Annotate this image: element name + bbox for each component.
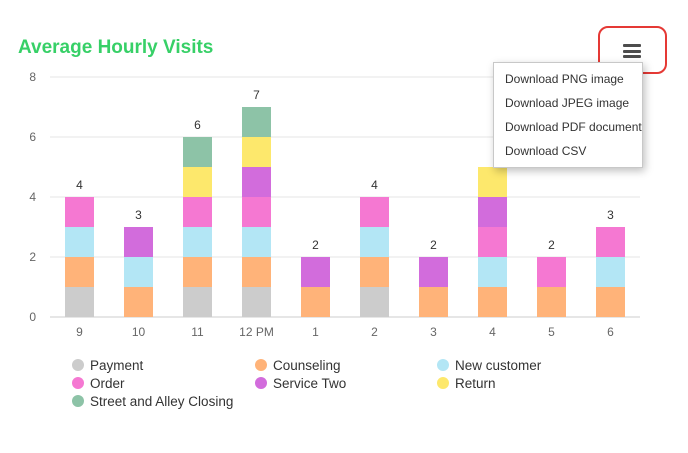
bar-segment[interactable]: [478, 197, 507, 227]
bar-segment[interactable]: [65, 227, 94, 257]
download-png-item[interactable]: Download PNG image: [505, 72, 624, 86]
legend-item[interactable]: Service Two: [255, 376, 346, 391]
legend-marker: [255, 359, 267, 371]
legend-label: Street and Alley Closing: [90, 394, 233, 409]
legend-item[interactable]: Order: [72, 376, 125, 391]
legend-label: Order: [90, 376, 125, 391]
x-tick-label: 5: [548, 325, 555, 339]
y-tick-label: 0: [29, 310, 36, 324]
stack-total-label: 2: [312, 238, 319, 252]
bar-segment[interactable]: [242, 227, 271, 257]
bar-segment[interactable]: [65, 257, 94, 287]
legend-label: Counseling: [273, 358, 341, 373]
stack-total-label: 6: [194, 118, 201, 132]
legend-marker: [72, 377, 84, 389]
bar-segment[interactable]: [360, 287, 389, 317]
y-tick-label: 6: [29, 130, 36, 144]
legend-marker: [72, 359, 84, 371]
bar-segment[interactable]: [596, 257, 625, 287]
bar-segment[interactable]: [242, 137, 271, 167]
stack-total-label: 4: [371, 178, 378, 192]
bar-segment[interactable]: [478, 167, 507, 197]
bar-segment[interactable]: [242, 107, 271, 137]
bar-segment[interactable]: [183, 257, 212, 287]
bar-segment[interactable]: [537, 257, 566, 287]
bar-segment[interactable]: [478, 227, 507, 257]
legend: Payment Counseling New customer Order Servic…: [72, 358, 542, 409]
x-tick-label: 3: [430, 325, 437, 339]
bar-segment[interactable]: [360, 227, 389, 257]
bar-segment[interactable]: [478, 287, 507, 317]
stack-total-label: 4: [76, 178, 83, 192]
x-tick-label: 2: [371, 325, 378, 339]
bar-segment[interactable]: [478, 257, 507, 287]
legend-label: Return: [455, 376, 496, 391]
bar-segment[interactable]: [183, 227, 212, 257]
chart-title: Average Hourly Visits: [18, 37, 213, 58]
stack-total-label: 2: [548, 238, 555, 252]
bar-segment[interactable]: [242, 257, 271, 287]
bar-segment[interactable]: [65, 197, 94, 227]
x-tick-label: 6: [607, 325, 614, 339]
bar-segment[interactable]: [419, 287, 448, 317]
legend-item[interactable]: New customer: [437, 358, 542, 373]
x-tick-label: 12 PM: [239, 325, 274, 339]
legend-marker: [255, 377, 267, 389]
x-axis-ticks: 9 10 11 12 PM 1 2 3 4 5 6: [76, 325, 614, 339]
legend-label: New customer: [455, 358, 542, 373]
x-tick-label: 9: [76, 325, 83, 339]
x-tick-label: 11: [191, 325, 204, 339]
legend-marker: [437, 377, 449, 389]
hamburger-menu-icon[interactable]: [617, 38, 647, 64]
bar-segment[interactable]: [301, 257, 330, 287]
bar-segment[interactable]: [537, 287, 566, 317]
download-csv-item[interactable]: Download CSV: [505, 144, 587, 158]
legend-item[interactable]: Street and Alley Closing: [72, 394, 233, 409]
stack-total-label: 2: [430, 238, 437, 252]
bar-segment[interactable]: [301, 287, 330, 317]
bar-segment[interactable]: [242, 197, 271, 227]
bar-segment[interactable]: [183, 137, 212, 167]
stack-labels: 4 3 6 7 2 4 2 2 3: [76, 88, 614, 252]
bar-segment[interactable]: [242, 287, 271, 317]
y-tick-label: 2: [29, 250, 36, 264]
legend-marker: [72, 395, 84, 407]
y-tick-label: 4: [29, 190, 36, 204]
legend-label: Service Two: [273, 376, 346, 391]
stack-total-label: 7: [253, 88, 260, 102]
bar-segment[interactable]: [596, 227, 625, 257]
bar-segment[interactable]: [360, 197, 389, 227]
x-tick-label: 10: [132, 325, 146, 339]
bar-segment[interactable]: [596, 287, 625, 317]
x-tick-label: 1: [312, 325, 319, 339]
bar-segment[interactable]: [124, 257, 153, 287]
export-menu: Download PNG image Download JPEG image D…: [493, 62, 643, 168]
y-axis-ticks: 0 2 4 6 8: [29, 70, 36, 324]
bar-segment[interactable]: [124, 227, 153, 257]
x-tick-label: 4: [489, 325, 496, 339]
bar-segment[interactable]: [183, 167, 212, 197]
bar-segment[interactable]: [419, 257, 448, 287]
legend-item[interactable]: Counseling: [255, 358, 341, 373]
bar-segment[interactable]: [183, 287, 212, 317]
download-jpeg-item[interactable]: Download JPEG image: [505, 96, 630, 110]
bar-segment[interactable]: [360, 257, 389, 287]
bar-segment[interactable]: [242, 167, 271, 197]
bars: [65, 107, 625, 317]
stack-total-label: 3: [135, 208, 142, 222]
legend-item[interactable]: Return: [437, 376, 496, 391]
bar-segment[interactable]: [65, 287, 94, 317]
bar-segment[interactable]: [124, 287, 153, 317]
download-pdf-item[interactable]: Download PDF document: [505, 120, 642, 134]
legend-item[interactable]: Payment: [72, 358, 144, 373]
legend-label: Payment: [90, 358, 144, 373]
legend-marker: [437, 359, 449, 371]
bar-segment[interactable]: [183, 197, 212, 227]
y-tick-label: 8: [29, 70, 36, 84]
stack-total-label: 3: [607, 208, 614, 222]
